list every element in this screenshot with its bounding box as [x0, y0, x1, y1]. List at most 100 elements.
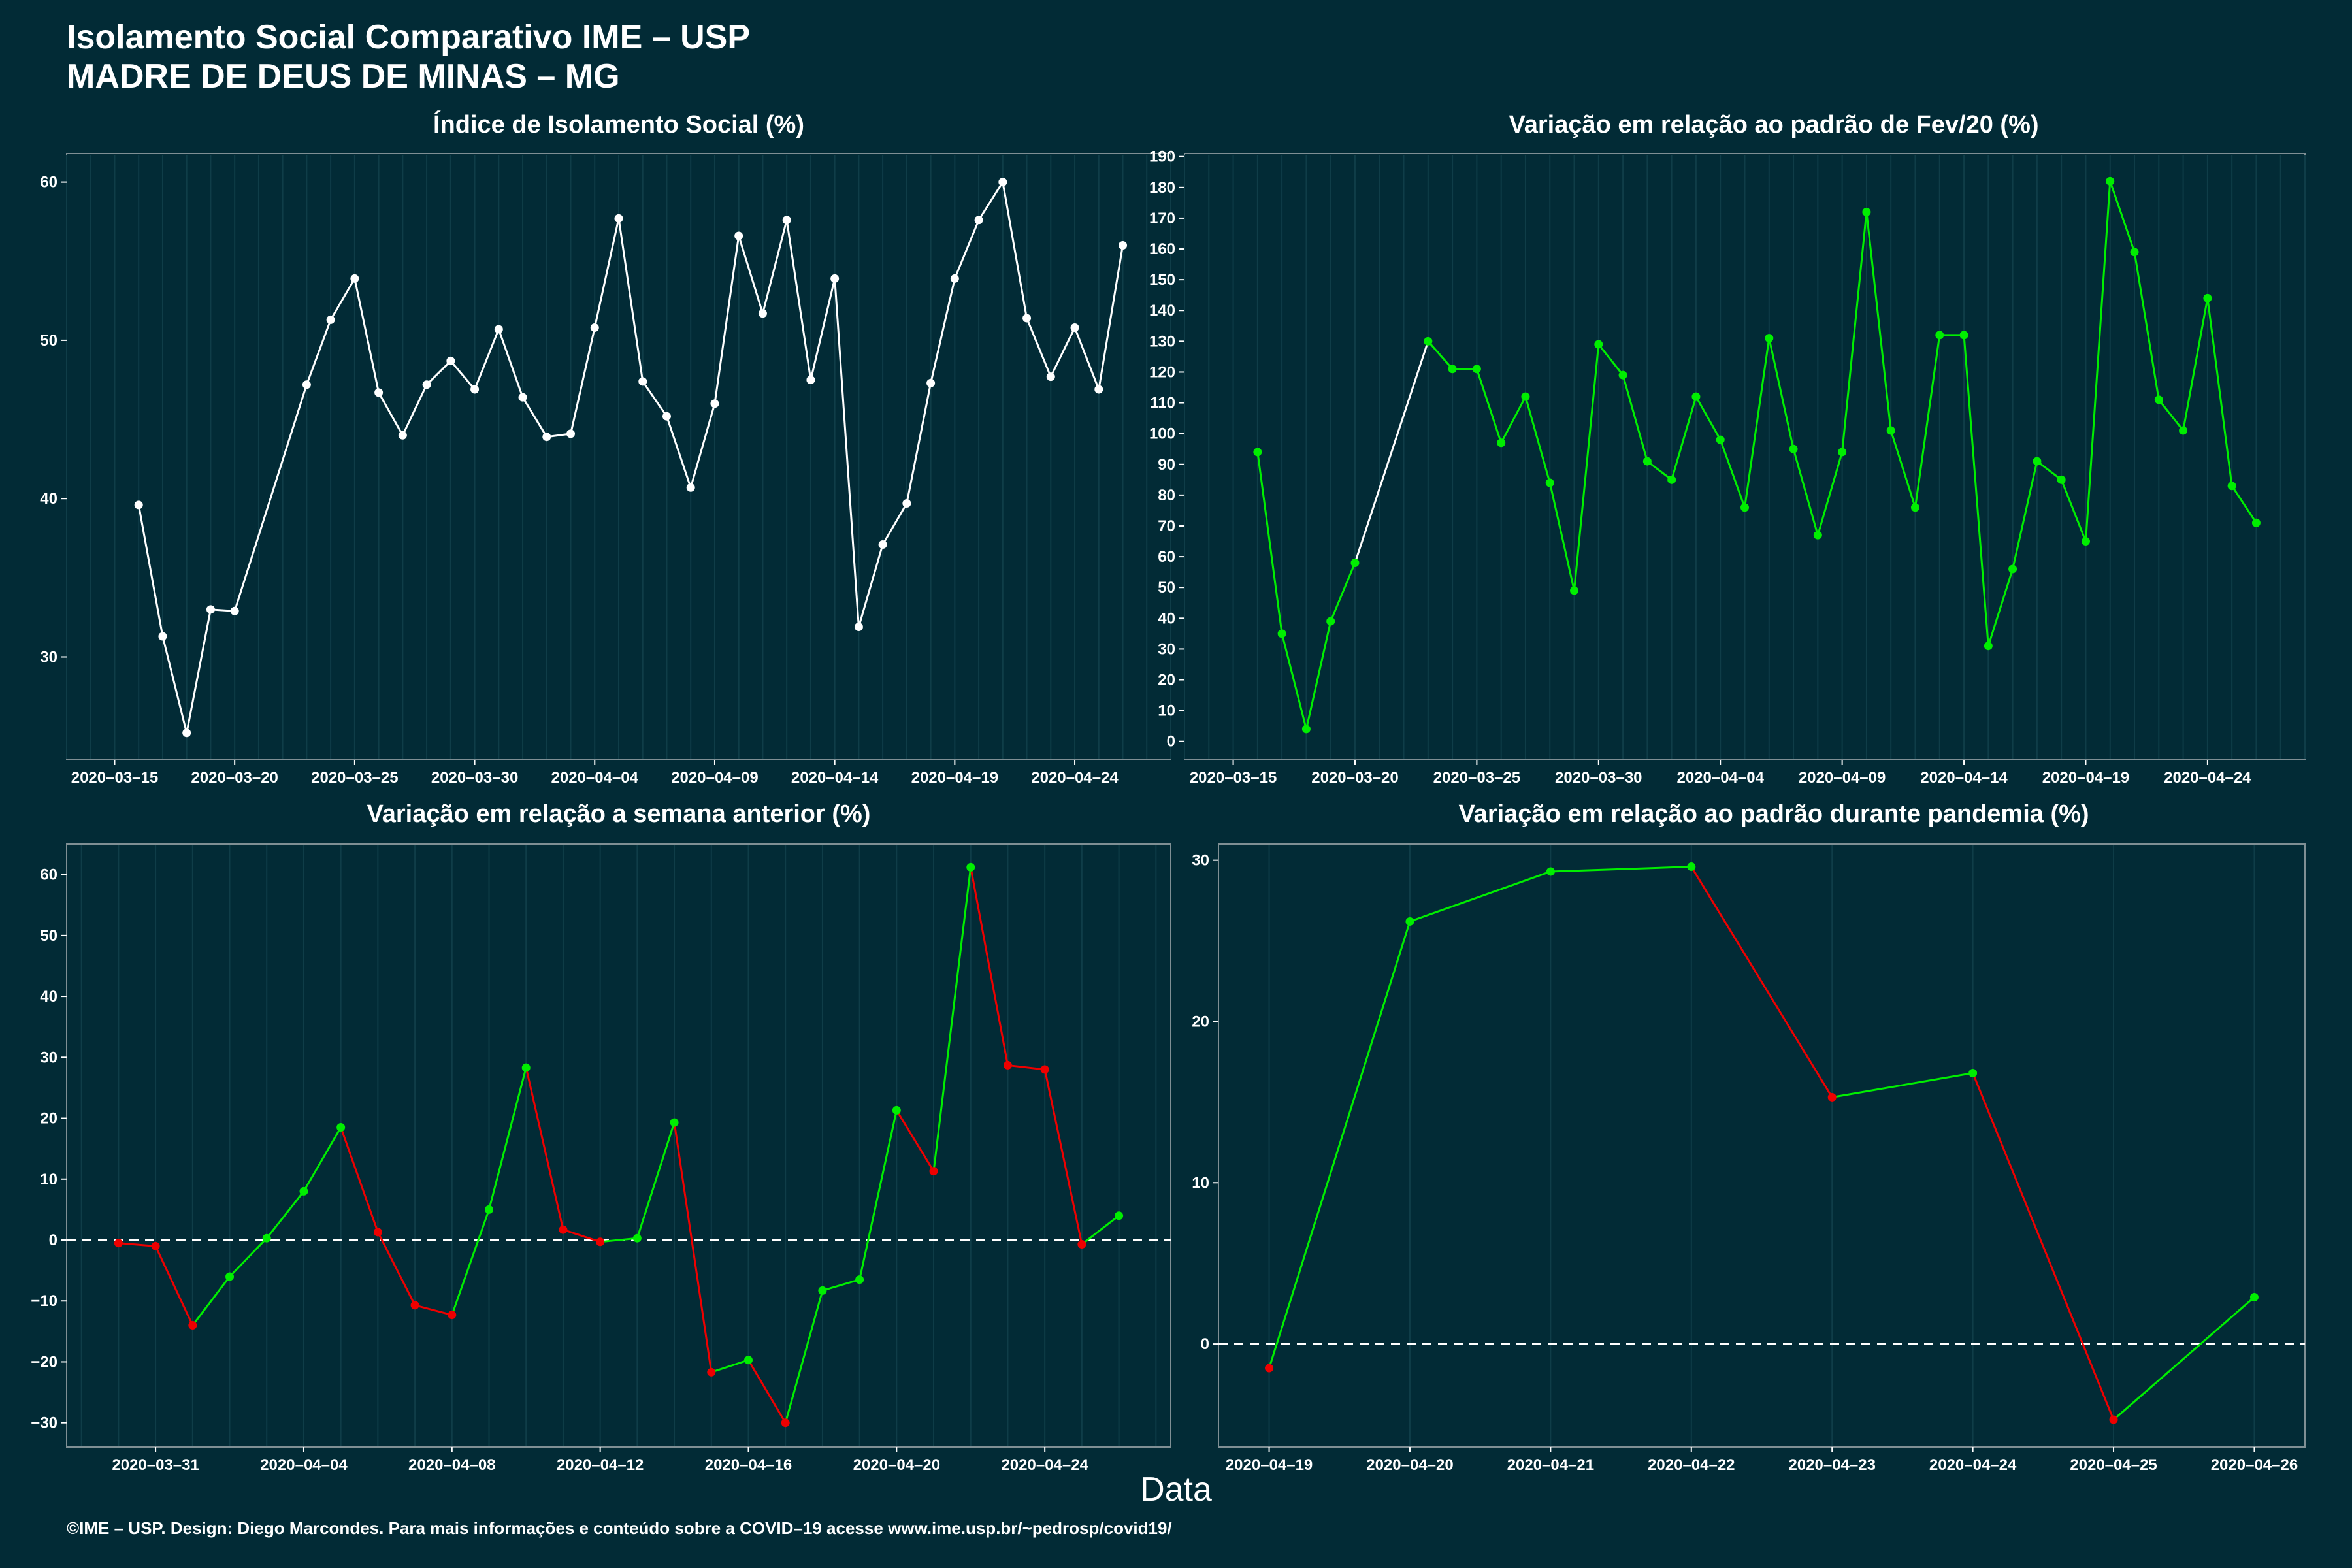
data-point [1545, 478, 1554, 487]
series-segment [930, 278, 956, 384]
data-point [134, 500, 143, 510]
series-segment [2036, 460, 2063, 481]
x-tick-label: 2020–04–20 [1366, 1456, 1453, 1474]
data-point [758, 309, 767, 318]
data-point [2179, 426, 2188, 435]
data-point [1253, 448, 1262, 457]
series-segment [809, 278, 836, 380]
series-segment [1354, 340, 1429, 563]
data-point [2057, 475, 2066, 484]
data-point [1740, 503, 1749, 512]
series-segment [593, 218, 620, 328]
x-tick-label: 2020–03–20 [1311, 769, 1398, 787]
y-tick-label: 130 [1149, 333, 1175, 350]
series-segment [1550, 866, 1691, 873]
series-segment [857, 544, 884, 627]
series-segment [377, 1232, 416, 1306]
data-point [632, 1233, 642, 1243]
series-segment [1597, 344, 1624, 376]
series-segment [2230, 485, 2257, 524]
series-segment [2084, 181, 2112, 542]
data-point [830, 274, 840, 283]
series-segment [474, 329, 500, 390]
data-point [1350, 559, 1360, 568]
series-segment [233, 384, 308, 612]
y-tick-label: 60 [1158, 548, 1175, 566]
series-segment [1073, 327, 1100, 390]
y-tick-label: 50 [40, 332, 57, 350]
series-segment [118, 1242, 156, 1247]
series-segment [302, 1126, 342, 1192]
x-tick-label: 2020–04–25 [2070, 1456, 2157, 1474]
series-segment [822, 1279, 860, 1292]
series-segment [858, 1110, 898, 1280]
y-tick-label: 30 [1192, 852, 1209, 870]
plot-frame [1218, 843, 2306, 1448]
data-point [1570, 586, 1579, 595]
y-tick-label: 190 [1149, 148, 1175, 166]
data-point [373, 1228, 382, 1237]
data-point [114, 1239, 123, 1248]
series-segment [2182, 298, 2209, 431]
data-point [670, 1118, 679, 1127]
series-segment [1026, 318, 1052, 378]
series-segment [521, 397, 548, 438]
x-tick-label: 2020–04–19 [911, 769, 998, 787]
series-segment [1914, 335, 1941, 508]
series-segment [525, 1067, 564, 1230]
y-tick-label: 110 [1150, 395, 1175, 412]
x-tick-label: 2020–04–14 [1920, 769, 2008, 787]
data-point [590, 323, 599, 333]
data-point [950, 274, 959, 283]
series-segment [401, 384, 428, 436]
data-point [1968, 1068, 1978, 1077]
series-segment [2158, 399, 2184, 431]
series-segment [2012, 461, 2038, 570]
panel-title: Variação em relação ao padrão durante pa… [1458, 800, 2089, 828]
y-tick-label: 160 [1149, 240, 1175, 258]
data-point [1040, 1065, 1049, 1074]
y-tick-label: 140 [1149, 302, 1175, 319]
data-point [854, 622, 863, 631]
data-point [182, 728, 191, 738]
series-segment [378, 392, 404, 436]
data-point [230, 606, 239, 615]
series-segment [426, 360, 451, 385]
series-segment [1409, 870, 1551, 923]
data-point [707, 1367, 716, 1377]
data-point [2227, 482, 2236, 491]
y-tick-label: 40 [1158, 610, 1175, 627]
series-segment [1768, 338, 1795, 449]
y-tick-label: 60 [40, 866, 57, 884]
y-tick-label: 0 [1201, 1335, 1209, 1353]
y-tick-label: 30 [40, 649, 57, 666]
data-point [855, 1275, 864, 1284]
data-point [2008, 564, 2017, 574]
x-tick-label: 2020–04–26 [2211, 1456, 2298, 1474]
data-point [158, 632, 167, 641]
data-point [781, 1418, 790, 1428]
y-tick-label: 60 [40, 174, 57, 191]
series-segment [1841, 212, 1868, 453]
y-tick-label: 50 [40, 927, 57, 945]
data-point [929, 1167, 938, 1176]
x-tick-label: 2020–03–15 [1190, 769, 1277, 787]
data-point [1115, 1211, 1124, 1220]
data-point [494, 325, 503, 334]
series-segment [1002, 182, 1028, 319]
data-point [225, 1272, 235, 1281]
data-point [662, 412, 671, 421]
x-tick-label: 2020–04–21 [1507, 1456, 1594, 1474]
y-tick-label: 170 [1149, 210, 1175, 227]
data-point [422, 380, 431, 389]
data-point [1642, 457, 1652, 466]
data-point [1448, 365, 1457, 374]
data-point [974, 216, 983, 225]
series-segment [1792, 448, 1819, 536]
data-point [1472, 365, 1481, 374]
data-point [336, 1123, 346, 1132]
y-tick-label: 50 [1158, 579, 1175, 596]
series-segment [953, 220, 980, 279]
series-segment [305, 319, 332, 385]
